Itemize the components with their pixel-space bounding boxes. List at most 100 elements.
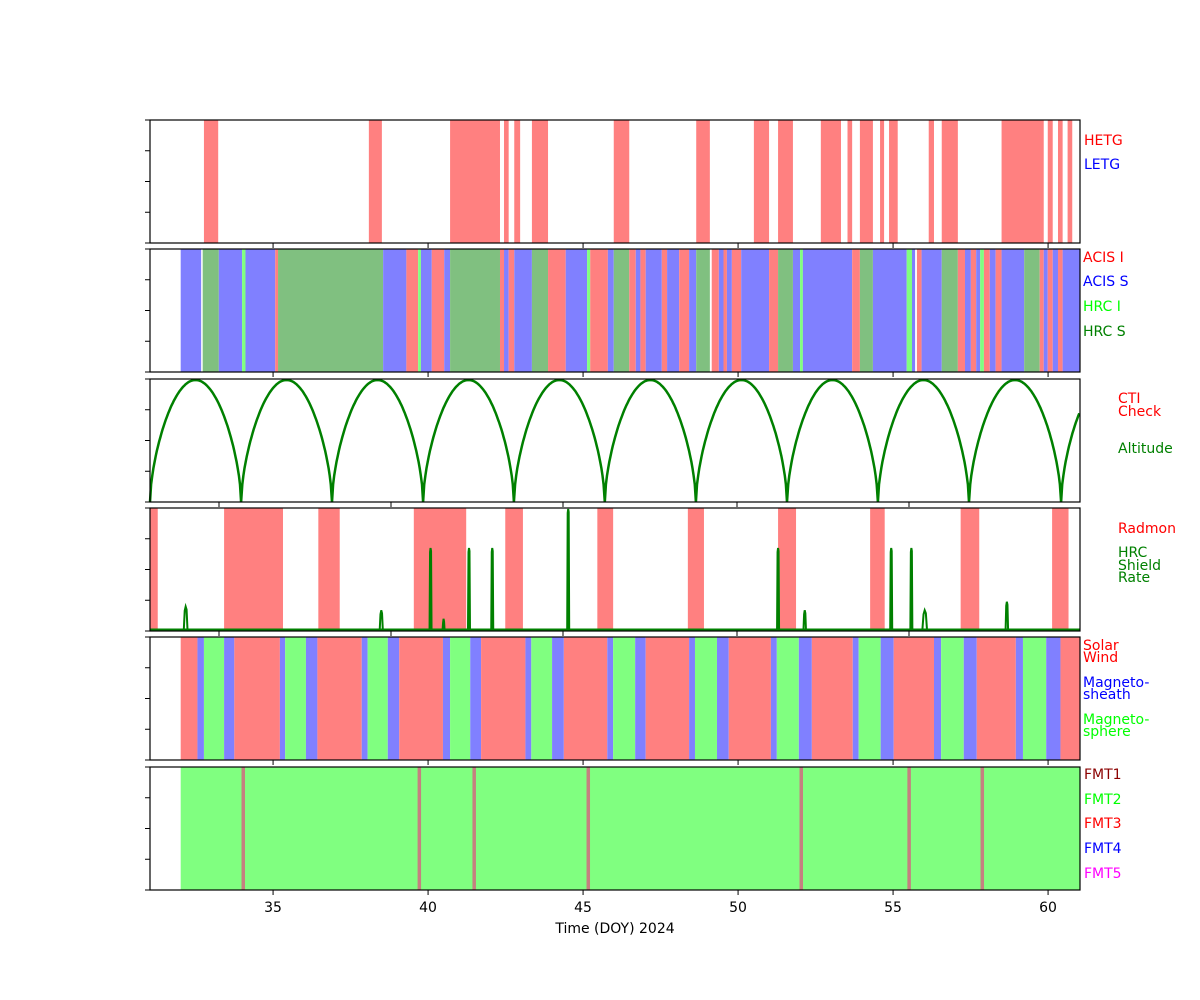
- band-hetg: [613, 120, 630, 243]
- band-solar-wind: [563, 637, 608, 760]
- band-acis-s: [726, 249, 732, 372]
- band-acis-i: [723, 249, 727, 372]
- altitude-line: [148, 378, 1081, 503]
- band-hetg: [450, 120, 500, 243]
- band-hetg: [514, 120, 521, 243]
- band-acis-s: [514, 249, 532, 372]
- band-hrc-s: [531, 249, 549, 372]
- band-fmt1: [241, 767, 245, 890]
- band-acis-s: [976, 249, 981, 372]
- band-acis-i: [590, 249, 608, 372]
- band-hrc-i: [800, 249, 803, 372]
- legend-label: Shield: [1118, 558, 1161, 574]
- band-solar-wind: [399, 637, 443, 760]
- band-magnetosheath: [880, 637, 894, 760]
- band-acis-i: [499, 249, 505, 372]
- band-radmon: [318, 508, 340, 631]
- band-magnetosphere: [694, 637, 717, 760]
- band-hetg: [847, 120, 853, 243]
- band-acis-s: [218, 249, 243, 372]
- band-magnetosphere: [776, 637, 799, 760]
- band-radmon: [687, 508, 704, 631]
- band-hetg: [368, 120, 382, 243]
- band-solar-wind: [976, 637, 1016, 760]
- band-hetg: [1057, 120, 1063, 243]
- shield-rate-peak: [889, 547, 894, 631]
- band-hetg: [880, 120, 885, 243]
- band-acis-s: [1052, 249, 1058, 372]
- band-acis-s: [872, 249, 907, 372]
- legend-label: FMT2: [1084, 792, 1122, 808]
- band-magnetosheath: [635, 637, 646, 760]
- shield-rate-peak: [1004, 601, 1010, 631]
- band-radmon: [1052, 508, 1069, 631]
- band-solar-wind: [645, 637, 690, 760]
- band-hetg: [203, 120, 219, 243]
- shield-rate-peak: [566, 508, 571, 631]
- band-magnetosheath: [770, 637, 777, 760]
- band-magnetosphere: [613, 637, 636, 760]
- legend-label: FMT4: [1084, 841, 1122, 857]
- band-magnetosphere: [531, 637, 553, 760]
- band-fmt1: [980, 767, 985, 890]
- band-radmon: [778, 508, 797, 631]
- band-acis-s: [802, 249, 853, 372]
- shield-rate-peak: [466, 547, 471, 631]
- band-hrc-s: [778, 249, 793, 372]
- band-fmt1: [586, 767, 591, 890]
- legend-label: FMT5: [1084, 866, 1122, 882]
- legend-label: FMT1: [1084, 767, 1122, 783]
- x-tick-label: 45: [574, 900, 592, 916]
- x-tick-label: 50: [729, 900, 747, 916]
- band-magnetosheath: [525, 637, 532, 760]
- band-hrc-i: [980, 249, 984, 372]
- band-hrc-s: [450, 249, 500, 372]
- legend-label: HRC I: [1083, 299, 1121, 315]
- band-acis-s: [741, 249, 770, 372]
- band-acis-i: [431, 249, 445, 372]
- legend-label: Check: [1118, 404, 1162, 420]
- band-magnetosheath: [963, 637, 977, 760]
- shield-rate-peak: [378, 610, 384, 631]
- band-magnetosheath: [470, 637, 482, 760]
- band-acis-i: [852, 249, 860, 372]
- band-acis-i: [711, 249, 719, 372]
- legend-label: ACIS I: [1083, 250, 1124, 266]
- band-hetg: [889, 120, 898, 243]
- band-acis-i: [406, 249, 419, 372]
- band-magnetosphere: [941, 637, 964, 760]
- shield-rate-peak: [490, 547, 495, 631]
- band-solar-wind: [1060, 637, 1080, 760]
- band-acis-s: [565, 249, 588, 372]
- panel-instrument: ACIS I ACIS S HRC I HRC S: [145, 248, 1129, 377]
- shield-rate-peak: [802, 610, 807, 631]
- legend-label: Radmon: [1118, 521, 1176, 537]
- band-hetg: [1067, 120, 1073, 243]
- band-acis-s: [635, 249, 641, 372]
- band-magnetosheath: [387, 637, 400, 760]
- band-hetg: [778, 120, 793, 243]
- legend-label: HETG: [1084, 133, 1123, 149]
- band-hrc-s: [859, 249, 873, 372]
- band-solar-wind: [811, 637, 853, 760]
- band-hetg: [928, 120, 934, 243]
- band-hrc-s: [1024, 249, 1040, 372]
- band-magnetosheath: [689, 637, 695, 760]
- legend-label: FMT3: [1084, 816, 1122, 832]
- legend-label: Altitude: [1118, 441, 1173, 457]
- shield-rate-peak: [182, 602, 189, 631]
- band-acis-s: [689, 249, 697, 372]
- band-magnetosphere: [858, 637, 881, 760]
- legend-label: LETG: [1084, 157, 1120, 173]
- band-acis-i: [970, 249, 977, 372]
- band-fmt2: [180, 767, 1080, 890]
- band-solar-wind: [893, 637, 934, 760]
- shield-rate-peak: [776, 547, 781, 631]
- legend-label: sphere: [1083, 724, 1131, 740]
- band-acis-s: [921, 249, 942, 372]
